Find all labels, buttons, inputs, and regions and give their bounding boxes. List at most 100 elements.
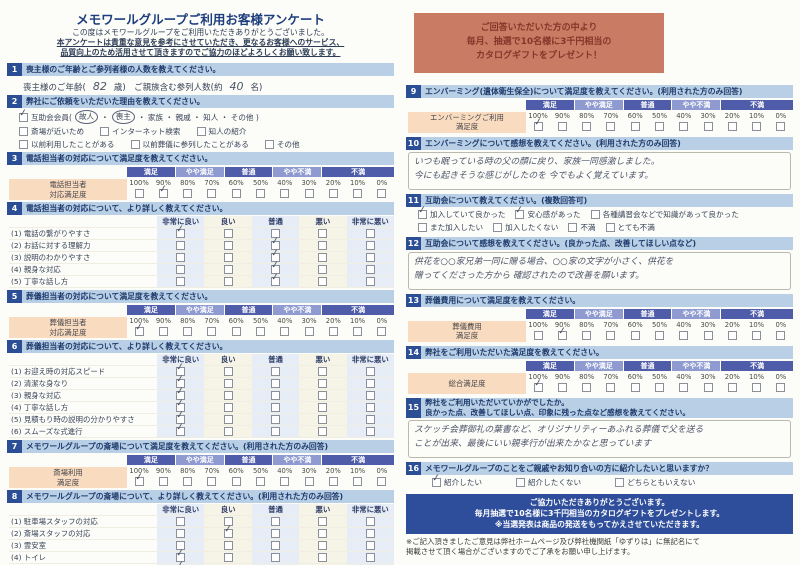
percent-option[interactable]: 90% [151,179,175,199]
checkbox[interactable] [231,189,241,199]
checkbox[interactable] [223,241,233,251]
checkbox[interactable] [100,127,110,137]
checkbox[interactable] [223,379,233,389]
checkbox[interactable] [318,253,328,263]
checkbox[interactable] [365,391,375,401]
percent-option[interactable]: 90% [550,321,574,340]
checkbox[interactable] [134,327,144,337]
percent-option[interactable]: 50% [647,321,671,340]
checkbox[interactable] [654,382,664,392]
checkbox[interactable] [255,327,265,337]
checkbox[interactable] [365,403,375,413]
checkbox-option[interactable]: 紹介したい [432,477,482,488]
percent-option[interactable]: 100% [127,317,151,337]
checkbox[interactable] [727,121,737,131]
percent-option[interactable]: 10% [744,373,768,392]
percent-option[interactable]: 80% [575,373,599,392]
checkbox[interactable] [679,382,689,392]
percent-option[interactable]: 0% [370,317,394,337]
percent-option[interactable]: 30% [297,317,321,337]
checkbox[interactable] [752,330,762,340]
percent-option[interactable]: 0% [370,179,394,199]
handwritten-attendee-count[interactable]: 40 [229,80,244,94]
checkbox[interactable] [223,427,233,437]
percent-option[interactable]: 30% [696,112,720,131]
checkbox[interactable] [727,382,737,392]
percent-option[interactable]: 70% [599,373,623,392]
checkbox[interactable] [223,415,233,425]
checkbox[interactable] [176,229,186,239]
percent-option[interactable]: 20% [720,373,744,392]
percent-option[interactable]: 10% [744,321,768,340]
percent-option[interactable]: 40% [273,467,297,487]
percent-option[interactable]: 60% [224,467,248,487]
checkbox[interactable] [432,477,441,487]
percent-option[interactable]: 60% [623,112,647,131]
percent-option[interactable]: 20% [720,321,744,340]
checkbox[interactable] [318,529,328,539]
checkbox[interactable] [727,330,737,340]
percent-option[interactable]: 20% [321,467,345,487]
checkbox-option[interactable]: 加入したくない [493,222,558,233]
checkbox[interactable] [365,367,375,377]
checkbox[interactable] [19,140,28,150]
checkbox[interactable] [196,127,206,137]
checkbox[interactable] [365,265,375,275]
checkbox[interactable] [223,367,233,377]
checkbox[interactable] [176,277,186,287]
checkbox[interactable] [365,529,375,539]
checkbox[interactable] [207,477,217,487]
percent-option[interactable]: 60% [623,321,647,340]
percent-option[interactable]: 50% [647,112,671,131]
percent-option[interactable]: 60% [224,179,248,199]
checkbox[interactable] [223,541,233,551]
percent-option[interactable]: 50% [248,317,272,337]
percent-option[interactable]: 70% [599,112,623,131]
checkbox[interactable] [231,327,241,337]
checkbox[interactable] [582,121,592,131]
percent-option[interactable]: 0% [769,112,793,131]
checkbox[interactable] [703,121,713,131]
checkbox[interactable] [304,477,314,487]
checkbox-option[interactable]: 以前利用したことがある [19,139,115,150]
checkbox[interactable] [418,222,427,232]
checkbox[interactable] [255,477,265,487]
checkbox[interactable] [353,477,363,487]
checkbox[interactable] [270,427,280,437]
checkbox[interactable] [158,327,168,337]
checkbox[interactable] [515,477,525,487]
checkbox[interactable] [679,121,689,131]
checkbox[interactable] [590,209,600,219]
comments-field[interactable]: スケッチ会葬御礼の葉書など、オリジナリティーあふれる葬儀で父を送る ことが出来、最… [408,419,791,458]
checkbox[interactable] [270,415,280,425]
percent-option[interactable]: 60% [623,373,647,392]
checkbox[interactable] [752,382,762,392]
checkbox[interactable] [606,121,616,131]
percent-option[interactable]: 90% [550,373,574,392]
checkbox[interactable] [605,222,615,232]
checkbox[interactable] [223,391,233,401]
percent-option[interactable]: 50% [248,467,272,487]
checkbox[interactable] [365,253,375,263]
checkbox[interactable] [318,517,328,527]
checkbox[interactable] [776,382,786,392]
percent-option[interactable]: 90% [550,112,574,131]
checkbox[interactable] [264,140,274,150]
checkbox-option[interactable]: 安心感があった [515,209,581,220]
checkbox[interactable] [183,327,193,337]
circled-deceased[interactable]: 故人 [74,110,99,125]
checkbox[interactable] [176,517,186,527]
percent-option[interactable]: 0% [370,467,394,487]
checkbox[interactable] [365,415,375,425]
checkbox[interactable] [270,541,280,551]
checkbox[interactable] [176,253,186,263]
percent-option[interactable]: 0% [769,373,793,392]
checkbox[interactable] [304,189,314,199]
checkbox[interactable] [270,403,280,413]
checkbox[interactable] [328,477,338,487]
checkbox[interactable] [328,189,338,199]
checkbox[interactable] [630,382,640,392]
checkbox[interactable] [207,327,217,337]
percent-option[interactable]: 20% [720,112,744,131]
circled-chief-mourner[interactable]: 喪主 [111,110,135,125]
